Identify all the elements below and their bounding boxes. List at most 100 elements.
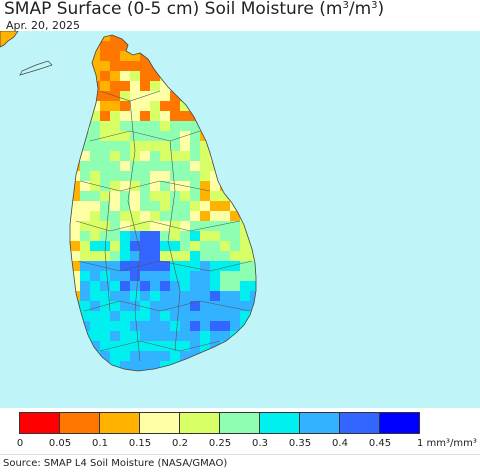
moisture-pixel [110, 291, 120, 301]
moisture-pixel [110, 231, 120, 241]
moisture-pixel [160, 331, 170, 341]
moisture-pixel [90, 251, 100, 261]
moisture-pixel [100, 41, 110, 51]
moisture-pixel [140, 291, 150, 301]
moisture-pixel [120, 181, 130, 191]
moisture-pixel [140, 111, 150, 121]
moisture-pixel [160, 371, 170, 381]
moisture-pixel [160, 251, 170, 261]
moisture-pixel [170, 81, 180, 91]
moisture-pixel [170, 261, 180, 271]
district-boundary [99, 340, 221, 352]
moisture-pixel [210, 191, 220, 201]
moisture-pixel [130, 121, 140, 131]
moisture-pixel [110, 241, 120, 251]
moisture-pixel [220, 141, 230, 151]
moisture-pixel [80, 231, 90, 241]
moisture-pixel [100, 35, 110, 41]
moisture-pixel [190, 231, 200, 241]
moisture-pixel [260, 331, 270, 341]
moisture-pixel [150, 271, 160, 281]
moisture-pixel [250, 161, 256, 171]
moisture-pixel [60, 371, 70, 381]
moisture-pixel [90, 201, 100, 211]
moisture-pixel [90, 261, 100, 271]
moisture-pixel [250, 61, 256, 71]
moisture-pixel [100, 91, 110, 101]
moisture-pixel [60, 171, 70, 181]
moisture-pixel [160, 111, 170, 121]
moisture-pixel [240, 231, 250, 241]
moisture-pixel [150, 371, 160, 381]
moisture-pixel [150, 291, 160, 301]
moisture-pixel [80, 35, 90, 41]
colorbar-segment [300, 413, 340, 433]
moisture-pixel [190, 51, 200, 61]
moisture-pixel [160, 35, 170, 41]
moisture-pixel [170, 35, 180, 41]
district-boundary [77, 260, 253, 272]
moisture-pixel [190, 271, 200, 281]
moisture-pixel [220, 81, 230, 91]
moisture-pixel [240, 151, 250, 161]
moisture-pixel [210, 301, 220, 311]
moisture-pixel [130, 211, 140, 221]
moisture-pixel [80, 51, 90, 61]
moisture-pixel [180, 191, 190, 201]
moisture-pixel [120, 311, 130, 321]
moisture-pixel [180, 251, 190, 261]
moisture-pixel [120, 81, 130, 91]
moisture-pixel [150, 121, 160, 131]
moisture-pixel [130, 61, 140, 71]
moisture-pixel [140, 181, 150, 191]
district-boundary [104, 190, 111, 312]
moisture-pixel [190, 321, 200, 331]
moisture-pixel [100, 61, 110, 71]
moisture-pixel [210, 231, 220, 241]
moisture-pixel [180, 201, 190, 211]
moisture-pixel [190, 291, 200, 301]
moisture-pixel [100, 161, 110, 171]
moisture-pixel [220, 281, 230, 291]
moisture-pixel [90, 121, 100, 131]
moisture-pixel [140, 211, 150, 221]
moisture-pixel [80, 211, 90, 221]
moisture-pixel [80, 311, 90, 321]
moisture-pixel [250, 211, 256, 221]
moisture-pixel [180, 71, 190, 81]
moisture-pixel [170, 291, 180, 301]
moisture-pixel [120, 271, 130, 281]
moisture-pixel [150, 261, 160, 271]
moisture-pixel [160, 261, 170, 271]
moisture-pixel [110, 71, 120, 81]
district-boundary [79, 180, 211, 192]
moisture-pixel [140, 371, 150, 381]
moisture-pixel [260, 361, 270, 371]
moisture-pixel [60, 51, 70, 61]
moisture-pixel [140, 361, 150, 371]
moisture-pixel [200, 111, 210, 121]
moisture-pixel [250, 81, 256, 91]
moisture-pixel [130, 261, 140, 271]
moisture-pixel [150, 61, 160, 71]
moisture-pixel [90, 341, 100, 351]
moisture-pixel [210, 341, 220, 351]
moisture-pixel [70, 41, 80, 51]
moisture-pixel [130, 351, 140, 361]
moisture-pixel [180, 81, 190, 91]
india-coastline [0, 31, 53, 76]
moisture-pixel [160, 191, 170, 201]
moisture-pixel [90, 281, 100, 291]
moisture-pixel [170, 281, 180, 291]
moisture-pixel [200, 251, 210, 261]
moisture-pixel [200, 211, 210, 221]
moisture-pixel [80, 171, 90, 181]
moisture-pixel [260, 161, 270, 171]
moisture-pixel [70, 51, 80, 61]
moisture-pixel [240, 121, 250, 131]
moisture-pixel [130, 151, 140, 161]
moisture-pixel [260, 151, 270, 161]
colorbar-tick-label: 0.35 [288, 438, 312, 449]
moisture-pixel [60, 101, 70, 111]
moisture-pixel [220, 181, 230, 191]
